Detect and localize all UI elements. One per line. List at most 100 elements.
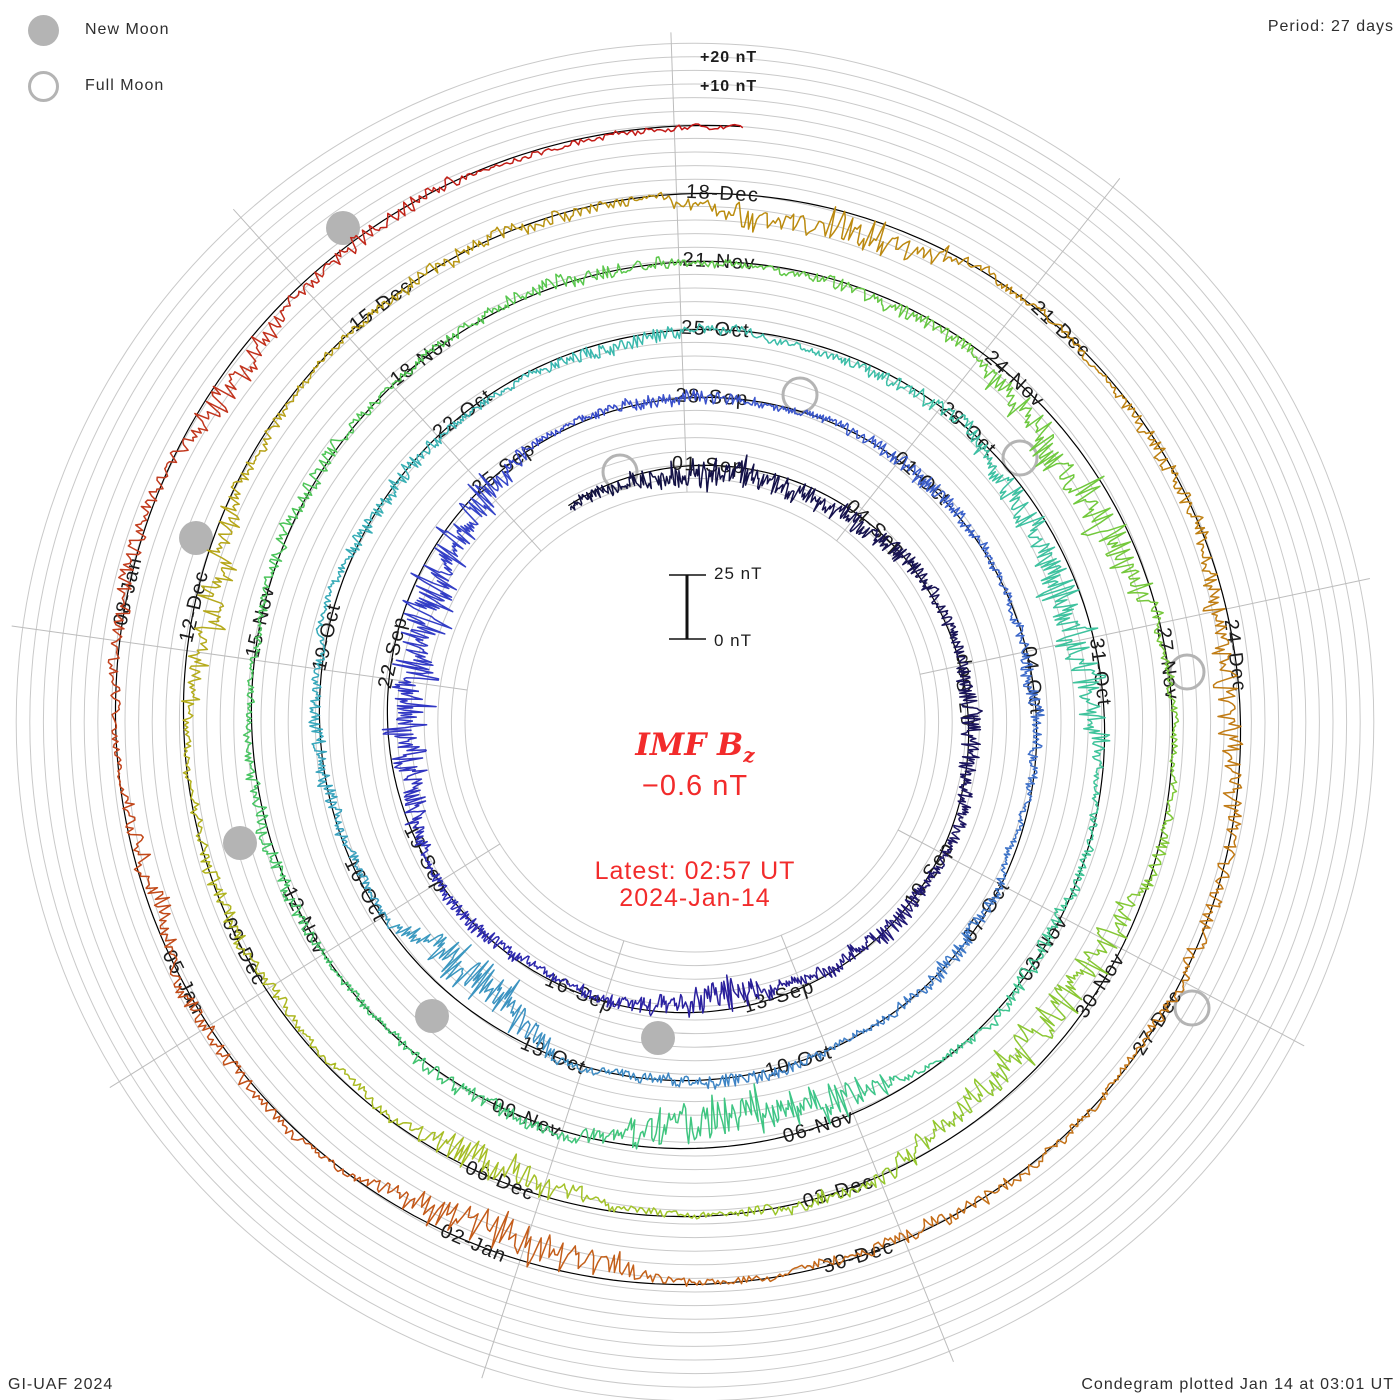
- new-moon-marker: [223, 826, 257, 860]
- bz-trace-segment: [111, 706, 122, 769]
- bz-trace-segment: [314, 748, 333, 790]
- bz-trace-segment: [220, 461, 255, 517]
- bz-trace-segment: [970, 346, 1007, 392]
- bz-trace-segment: [953, 645, 971, 676]
- bz-trace-segment: [206, 515, 241, 571]
- bz-trace-segment: [1113, 887, 1150, 932]
- bz-trace-segment: [869, 1148, 918, 1189]
- bz-trace-segment: [644, 256, 694, 271]
- bz-trace-segment: [817, 1244, 876, 1268]
- bz-trace-segment: [516, 1007, 552, 1051]
- grid-circle: [110, 137, 1280, 1307]
- bz-trace-segment: [1028, 931, 1054, 974]
- bz-trace-segment: [107, 642, 121, 707]
- bz-trace-segment: [545, 270, 598, 290]
- bz-trace-segment: [213, 884, 241, 934]
- grid-circle: [219, 246, 1171, 1198]
- readout-quantity: IMF Bz: [445, 727, 945, 767]
- grid-circle: [70, 97, 1320, 1347]
- bz-trace-segment: [410, 564, 458, 606]
- bz-trace-segment: [888, 1062, 933, 1082]
- bz-trace-segment: [512, 1162, 562, 1201]
- bz-trace-segment: [809, 411, 844, 429]
- grid-spoke: [919, 578, 1371, 675]
- grid-circle: [124, 151, 1266, 1293]
- grid-circle: [192, 219, 1198, 1225]
- baseline-spiral: [114, 124, 1242, 1286]
- bz-trace-segment: [947, 823, 967, 851]
- grid-circle: [260, 287, 1130, 1157]
- bz-trace-segment: [541, 422, 573, 442]
- bz-trace-segment: [818, 206, 877, 251]
- bz-trace-segment: [900, 463, 933, 492]
- date-label: 22-Oct: [429, 385, 497, 444]
- full-moon-marker: [601, 453, 639, 491]
- bz-trace-segment: [1052, 598, 1099, 642]
- bz-trace-segment: [544, 1037, 580, 1070]
- date-label: 28-Oct: [935, 398, 1000, 461]
- bz-trace-segment: [581, 1249, 640, 1280]
- bz-trace-segment: [118, 521, 147, 585]
- bz-trace-segment: [242, 690, 255, 740]
- bz-trace-segment: [763, 336, 805, 351]
- bz-trace-segment: [669, 458, 698, 488]
- bz-trace-segment: [233, 931, 268, 980]
- bz-trace-segment: [423, 421, 457, 455]
- bz-trace-segment: [351, 294, 399, 333]
- bz-trace-segment: [988, 1038, 1036, 1092]
- bz-trace-segment: [370, 897, 401, 930]
- bz-trace-segment: [667, 123, 733, 133]
- bz-trace-segment: [1027, 746, 1042, 785]
- bz-trace-segment: [741, 396, 778, 412]
- bz-trace-segment: [468, 1208, 530, 1255]
- bz-trace-segment: [655, 1072, 695, 1088]
- bz-trace-segment: [821, 502, 851, 522]
- bz-trace-segment: [913, 1119, 956, 1155]
- readout-value: −0.6 nT: [641, 770, 749, 802]
- bz-trace-segment: [703, 974, 734, 1013]
- bz-trace-segment: [941, 617, 961, 649]
- bz-trace-segment: [731, 1069, 772, 1087]
- bz-trace-segment: [578, 1067, 620, 1076]
- bz-trace-segment: [1080, 500, 1127, 549]
- bz-trace-segment: [617, 1068, 657, 1084]
- date-label: 15-Nov: [242, 583, 280, 660]
- bz-trace-segment: [462, 473, 497, 518]
- grid-spoke: [481, 940, 625, 1379]
- bz-trace-segment: [559, 345, 601, 365]
- bz-trace-segment: [723, 1083, 767, 1134]
- plotted-label: Condegram plotted Jan 14 at 03:01 UT: [1081, 1376, 1394, 1393]
- bz-trace-segment: [952, 1078, 995, 1122]
- date-label: 08-Jan: [109, 554, 146, 627]
- bz-trace-segment: [504, 278, 548, 310]
- bz-trace-segment: [653, 191, 711, 211]
- bz-trace-segment: [427, 936, 472, 980]
- bz-trace-segment: [731, 123, 744, 129]
- bz-trace-segment: [308, 707, 327, 750]
- bz-trace-segment: [187, 620, 226, 673]
- bz-trace-segment: [722, 324, 765, 339]
- bz-trace-segment: [953, 510, 981, 541]
- bz-trace-segment: [1217, 698, 1244, 757]
- bz-trace: [107, 123, 1244, 1287]
- grid-circle: [437, 464, 953, 980]
- bz-trace-segment: [117, 767, 136, 830]
- bz-trace-segment: [486, 376, 523, 400]
- bz-trace-segment: [969, 1007, 1006, 1042]
- bz-trace-segment: [1076, 1079, 1116, 1127]
- new-moon-marker: [415, 999, 449, 1033]
- bz-trace-segment: [330, 1062, 374, 1100]
- bz-trace-segment: [639, 1270, 701, 1287]
- bz-trace-segment: [749, 463, 780, 495]
- bz-trace-segment: [330, 548, 357, 587]
- bz-trace-segment: [205, 365, 253, 418]
- bz-trace-segment: [411, 1190, 475, 1231]
- bz-trace-segment: [673, 986, 705, 1018]
- bz-trace-segment: [275, 506, 303, 553]
- bz-trace-segment: [470, 923, 503, 949]
- bz-trace-segment: [368, 195, 427, 232]
- grid-circle: [178, 205, 1212, 1239]
- grid-circle: [246, 273, 1144, 1171]
- bz-trace-segment: [928, 1195, 985, 1227]
- bz-trace-segment: [958, 761, 977, 795]
